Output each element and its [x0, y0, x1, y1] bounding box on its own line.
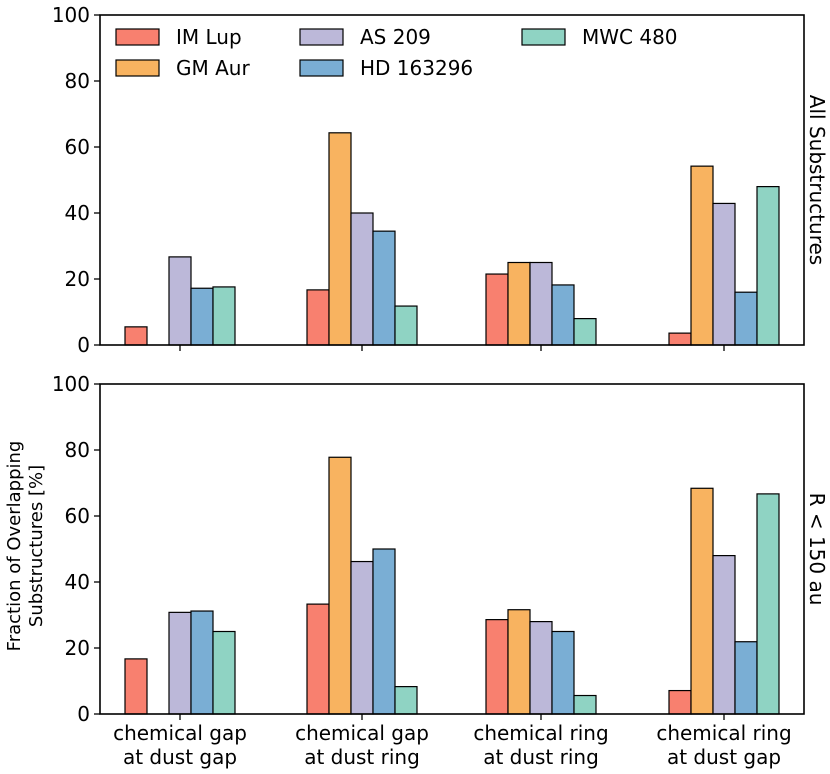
x-tick-label-2: chemical gap at dust ring: [295, 721, 429, 769]
y-tick-label-80: 80: [65, 438, 90, 462]
legend-swatch-hd-163296: [299, 59, 344, 77]
panel-label: R < 150 au: [805, 493, 829, 606]
bar-im-lup-3: [485, 619, 509, 715]
y-tick-label-0: 0: [77, 702, 90, 726]
legend-label-gm-aur: GM Aur: [176, 56, 250, 80]
ylabel-line-2: Substructures [%]: [26, 465, 47, 627]
bar-gm-aur-3: [507, 609, 531, 715]
bar-mwc-480-2: [394, 305, 418, 346]
legend-label-mwc-480: MWC 480: [582, 25, 678, 49]
bar-im-lup-1: [124, 658, 148, 715]
legend-label-as-209: AS 209: [360, 25, 431, 49]
bar-as-209-2: [350, 560, 374, 715]
bar-im-lup-4: [668, 332, 692, 346]
bar-mwc-480-1: [212, 630, 236, 715]
bar-mwc-480-3: [573, 694, 597, 715]
y-tick-label-20: 20: [65, 636, 90, 660]
bar-as-209-1: [168, 611, 192, 715]
bar-as-209-3: [529, 620, 553, 715]
y-tick-label-60: 60: [65, 135, 90, 159]
y-tick-label-0: 0: [77, 333, 90, 357]
y-tick-label-100: 100: [52, 3, 90, 27]
legend-label-hd-163296: HD 163296: [360, 56, 473, 80]
legend-label-im-lup: IM Lup: [176, 25, 242, 49]
legend: IM Lup GM Aur AS 209 HD 163296 MWC 480: [115, 25, 678, 80]
axes-frame: [99, 14, 805, 346]
x-tick-label-4: chemical ring at dust gap: [656, 721, 791, 769]
ylabel-line-1: Fraction of Overlapping: [4, 441, 25, 652]
bar-hd-163296-4: [734, 641, 758, 715]
bar-im-lup-2: [306, 603, 330, 715]
bar-hd-163296-2: [372, 230, 396, 346]
bar-mwc-480-2: [394, 686, 418, 715]
bar-gm-aur-2: [328, 132, 352, 346]
bar-as-209-2: [350, 212, 374, 346]
bar-mwc-480-4: [756, 493, 780, 715]
panel-r-lt-150au: 0 20 40 60 80 100 chemical gap at dust gap chemi…: [52, 372, 829, 769]
panel-all-substructures: 0 20 40 60 80 100 All Substructures IM Lup GM Au…: [52, 3, 829, 357]
bar-im-lup-4: [668, 689, 692, 715]
bar-as-209-3: [529, 261, 553, 346]
legend-swatch-as-209: [299, 28, 344, 46]
y-tick-label-40: 40: [65, 201, 90, 225]
bar-gm-aur-3: [507, 261, 531, 346]
bar-hd-163296-4: [734, 291, 758, 346]
ylabel: Fraction of Overlapping Substructures [%…: [4, 441, 47, 652]
bar-gm-aur-4: [690, 487, 714, 715]
bar-mwc-480-4: [756, 186, 780, 346]
axes-frame: [99, 383, 805, 715]
bar-hd-163296-3: [551, 284, 575, 346]
y-tick-label-100: 100: [52, 372, 90, 396]
legend-swatch-mwc-480: [521, 28, 566, 46]
bar-as-209-4: [712, 554, 736, 715]
y-tick-label-80: 80: [65, 69, 90, 93]
y-tick-label-60: 60: [65, 504, 90, 528]
y-tick-label-40: 40: [65, 570, 90, 594]
bar-gm-aur-2: [328, 456, 352, 715]
bar-mwc-480-3: [573, 318, 597, 346]
bar-im-lup-2: [306, 289, 330, 346]
bar-im-lup-1: [124, 326, 148, 346]
bar-mwc-480-1: [212, 286, 236, 346]
bar-as-209-4: [712, 202, 736, 346]
legend-swatch-im-lup: [115, 28, 160, 46]
bar-hd-163296-1: [190, 610, 214, 715]
bar-gm-aur-4: [690, 165, 714, 346]
y-tick-label-20: 20: [65, 267, 90, 291]
x-tick-label-1: chemical gap at dust gap: [113, 721, 247, 769]
legend-swatch-gm-aur: [115, 59, 160, 77]
panel-label: All Substructures: [805, 95, 829, 265]
bar-hd-163296-2: [372, 548, 396, 715]
bar-hd-163296-3: [551, 630, 575, 715]
bar-as-209-1: [168, 256, 192, 346]
x-tick-label-3: chemical ring at dust ring: [473, 721, 608, 769]
bar-hd-163296-1: [190, 287, 214, 346]
bar-im-lup-3: [485, 273, 509, 346]
